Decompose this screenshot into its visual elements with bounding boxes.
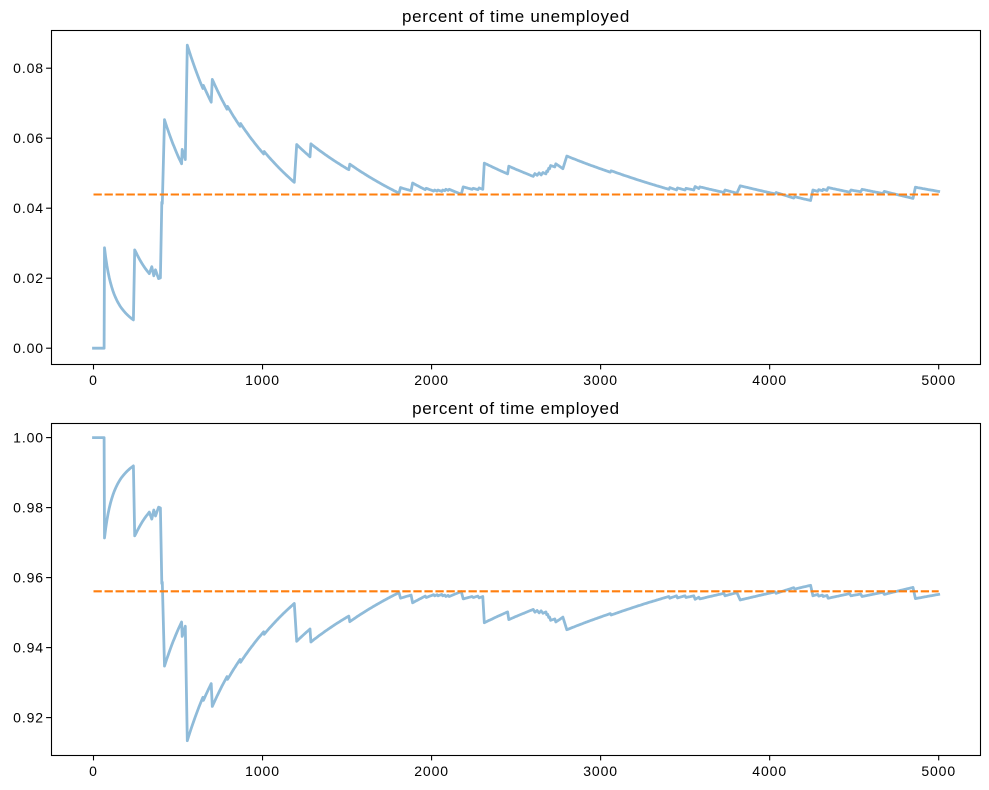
svg-text:0.06: 0.06 — [13, 130, 44, 146]
svg-text:0.98: 0.98 — [13, 500, 44, 516]
svg-text:5000: 5000 — [921, 372, 956, 388]
svg-text:2000: 2000 — [414, 372, 449, 388]
svg-text:0.04: 0.04 — [13, 200, 44, 216]
svg-text:0.94: 0.94 — [13, 640, 44, 656]
svg-text:1.00: 1.00 — [13, 430, 44, 446]
svg-text:0: 0 — [89, 763, 98, 779]
svg-text:1000: 1000 — [245, 372, 280, 388]
svg-text:2000: 2000 — [414, 763, 449, 779]
svg-text:0.08: 0.08 — [13, 60, 44, 76]
svg-text:4000: 4000 — [752, 372, 787, 388]
svg-text:percent of time employed: percent of time employed — [412, 399, 620, 418]
svg-text:0.96: 0.96 — [13, 570, 44, 586]
svg-text:1000: 1000 — [245, 763, 280, 779]
svg-text:4000: 4000 — [752, 763, 787, 779]
svg-text:0.02: 0.02 — [13, 270, 44, 286]
svg-text:0.00: 0.00 — [13, 340, 44, 356]
svg-text:5000: 5000 — [921, 763, 956, 779]
svg-text:0: 0 — [89, 372, 98, 388]
svg-text:3000: 3000 — [583, 763, 618, 779]
svg-text:3000: 3000 — [583, 372, 618, 388]
svg-text:percent of time unemployed: percent of time unemployed — [402, 7, 630, 26]
svg-text:0.92: 0.92 — [13, 710, 44, 726]
